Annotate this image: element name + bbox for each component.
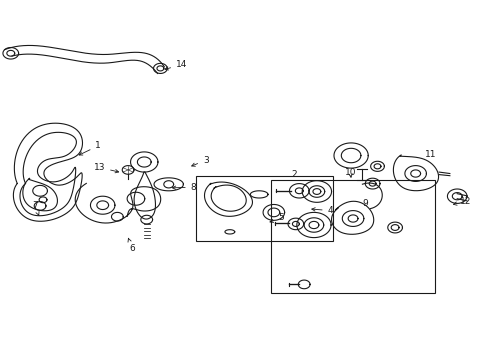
Text: 5: 5 [269, 213, 284, 222]
Bar [195, 176, 332, 241]
Text: 9: 9 [362, 199, 368, 208]
Text: 1: 1 [79, 141, 101, 155]
Text: 12: 12 [452, 197, 470, 206]
Text: 13: 13 [93, 163, 119, 173]
Text: 3: 3 [191, 156, 208, 166]
Text: 4: 4 [311, 206, 333, 215]
Text: 8: 8 [172, 183, 196, 192]
Text: 7: 7 [32, 201, 39, 215]
Text: 6: 6 [128, 238, 135, 253]
Bar [271, 180, 434, 293]
Text: 11: 11 [425, 150, 436, 159]
Text: 10: 10 [344, 168, 356, 177]
Text: 2: 2 [290, 170, 296, 179]
Text: 14: 14 [164, 60, 187, 70]
